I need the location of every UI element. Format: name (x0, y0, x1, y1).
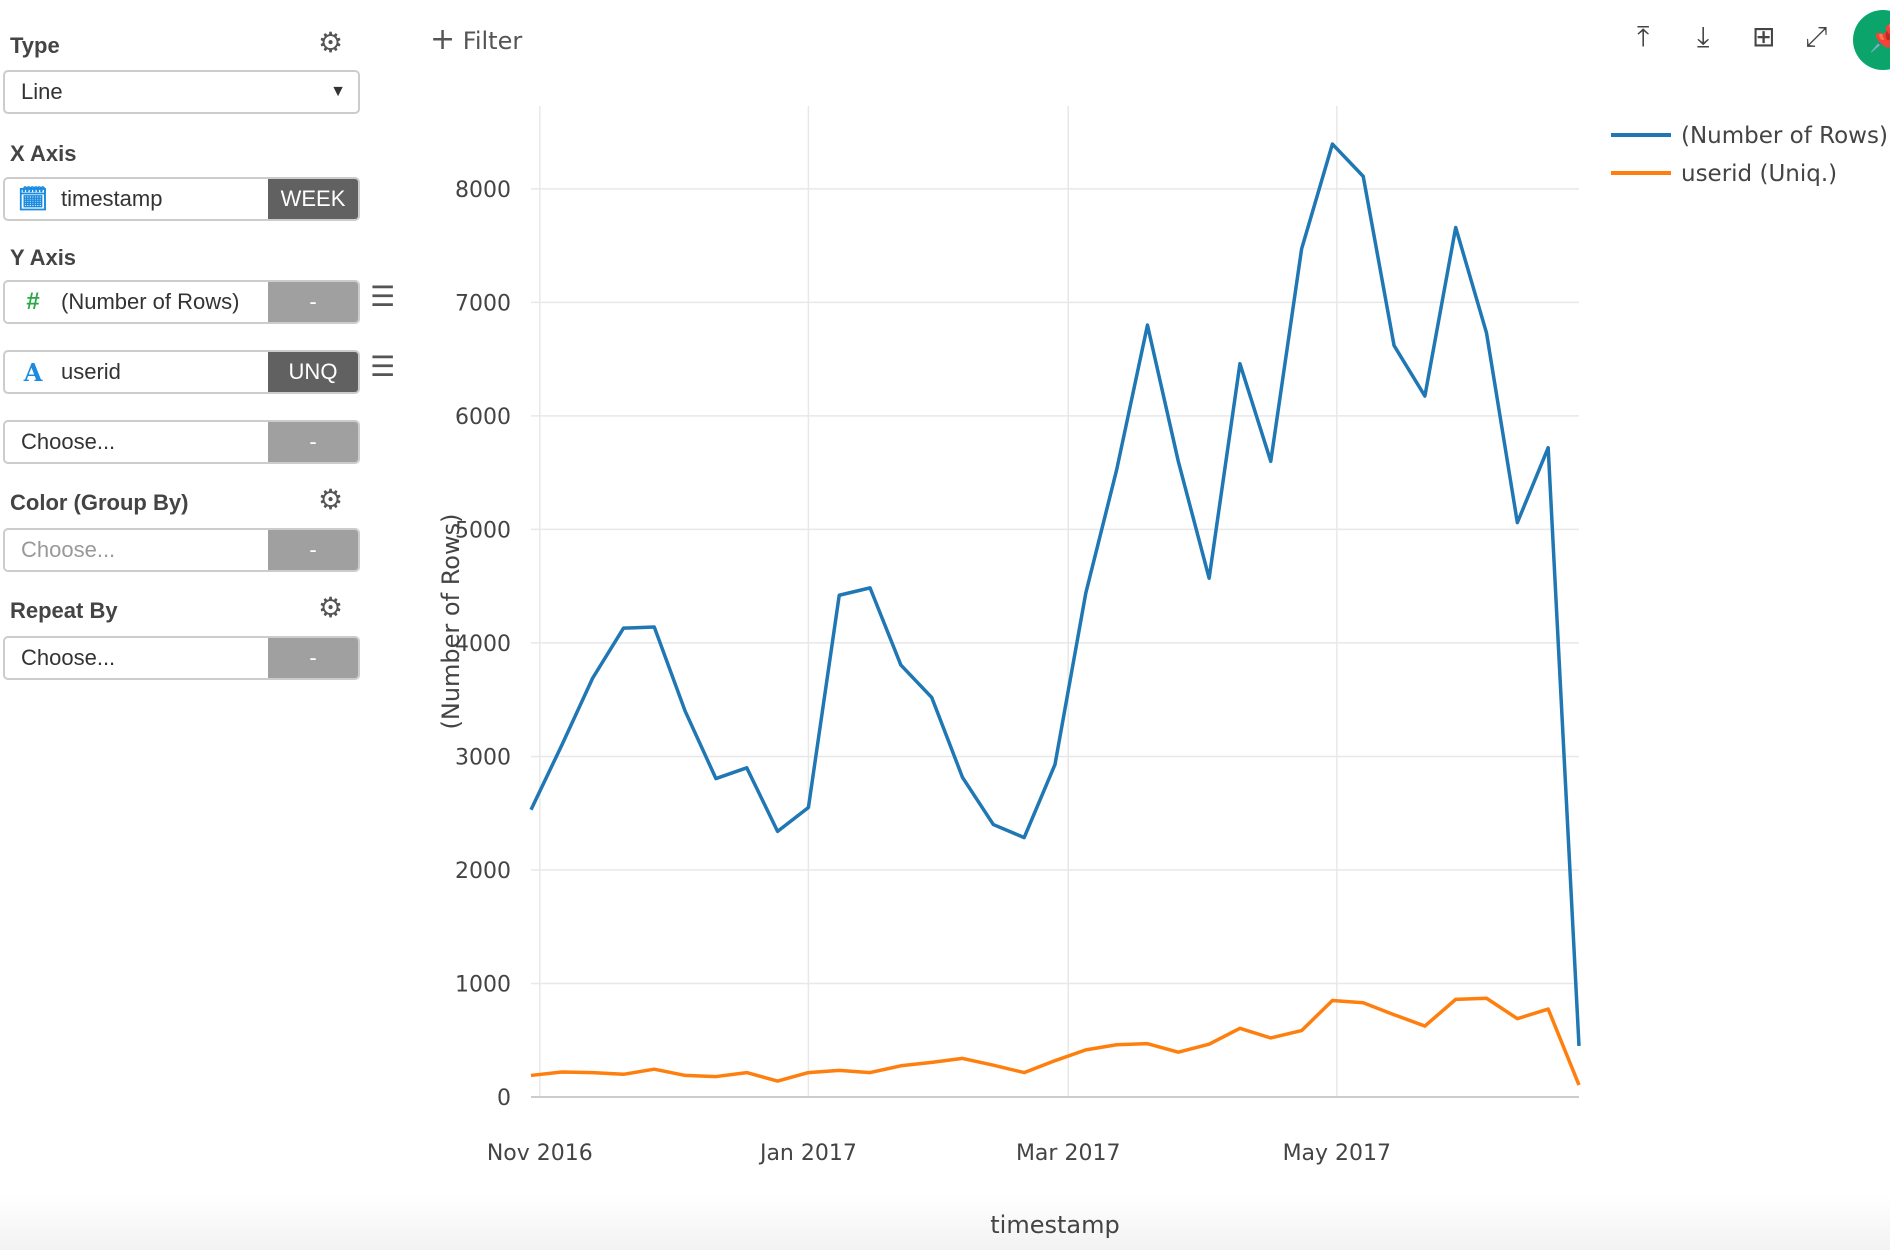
y-field-name: (Number of Rows) (61, 289, 240, 314)
y-axis-title: (Number of Rows) (437, 514, 465, 730)
x-axis-label: X Axis (10, 141, 77, 166)
x-axis-field[interactable]: 🗓 timestamp WEEK (3, 177, 360, 221)
y-axis-field-rows[interactable]: # (Number of Rows) - (3, 280, 360, 324)
type-value: Line (21, 79, 63, 104)
x-tick-label: May 2017 (1283, 1141, 1391, 1166)
x-axis-field-name: timestamp (61, 186, 163, 211)
gear-icon[interactable]: ⚙ (318, 26, 344, 59)
y-axis-label: Y Axis (10, 245, 77, 270)
color-agg-button[interactable]: - (268, 530, 358, 570)
legend-label: (Number of Rows) (1681, 123, 1888, 149)
x-axis-agg-button[interactable]: WEEK (268, 179, 358, 219)
expand-icon[interactable]: ⤢ (1805, 20, 1828, 53)
type-select[interactable]: Line ▼ (3, 70, 360, 114)
y-field-name: Choose... (21, 429, 116, 454)
text-a-icon: A (23, 357, 43, 387)
y-axis-field-userid[interactable]: A userid UNQ (3, 350, 360, 394)
type-label: Type (10, 33, 60, 58)
color-field[interactable]: Choose... - (3, 528, 360, 572)
x-axis-title: timestamp (990, 1211, 1119, 1239)
gear-icon[interactable]: ⚙ (318, 483, 344, 516)
repeat-label: Repeat By (10, 598, 118, 623)
color-placeholder: Choose... (21, 537, 116, 562)
color-label: Color (Group By) (10, 490, 189, 515)
y-tick-label: 2000 (455, 859, 511, 884)
gear-icon[interactable]: ⚙ (318, 591, 344, 624)
x-tick-label: Nov 2016 (487, 1141, 593, 1166)
y-tick-label: 5000 (455, 518, 511, 543)
y-agg-button[interactable]: UNQ (268, 352, 358, 392)
y-agg-button[interactable]: - (268, 282, 358, 322)
hash-icon: # (26, 288, 40, 315)
add-filter-button[interactable]: + Filter (430, 22, 522, 57)
y-tick-label: 7000 (455, 291, 511, 316)
series-line-userid (530, 996, 1581, 1086)
calendar-icon: 🗓 (17, 185, 49, 213)
repeat-value: Choose... (21, 645, 116, 670)
repeat-field[interactable]: Choose... - (3, 636, 360, 680)
y-tick-label: 0 (497, 1086, 511, 1111)
y-tick-label: 3000 (455, 745, 511, 770)
plus-icon: + (430, 22, 456, 57)
legend-label: userid (Uniq.) (1681, 161, 1837, 187)
caret-down-icon: ▼ (330, 83, 346, 100)
table-icon[interactable]: ⊞ (1752, 20, 1776, 53)
y-axis-field-choose[interactable]: Choose... - (3, 420, 360, 464)
upload-icon[interactable]: ⤒ (1637, 20, 1650, 53)
y-agg-button[interactable]: - (268, 422, 358, 462)
y-field-name: userid (61, 359, 121, 384)
download-icon[interactable]: ⤓ (1697, 20, 1710, 53)
y-tick-label: 8000 (455, 178, 511, 203)
y-tick-label: 6000 (455, 405, 511, 430)
x-tick-label: Jan 2017 (758, 1141, 857, 1166)
series-line-rows (529, 142, 1581, 1047)
filter-label: Filter (462, 27, 523, 55)
x-tick-label: Mar 2017 (1016, 1141, 1121, 1166)
y-tick-label: 1000 (455, 972, 511, 997)
bottom-band (0, 1195, 1890, 1250)
menu-icon[interactable]: ☰ (370, 280, 396, 313)
repeat-agg-button[interactable]: - (268, 638, 358, 678)
menu-icon[interactable]: ☰ (370, 350, 396, 383)
y-tick-label: 4000 (455, 632, 511, 657)
